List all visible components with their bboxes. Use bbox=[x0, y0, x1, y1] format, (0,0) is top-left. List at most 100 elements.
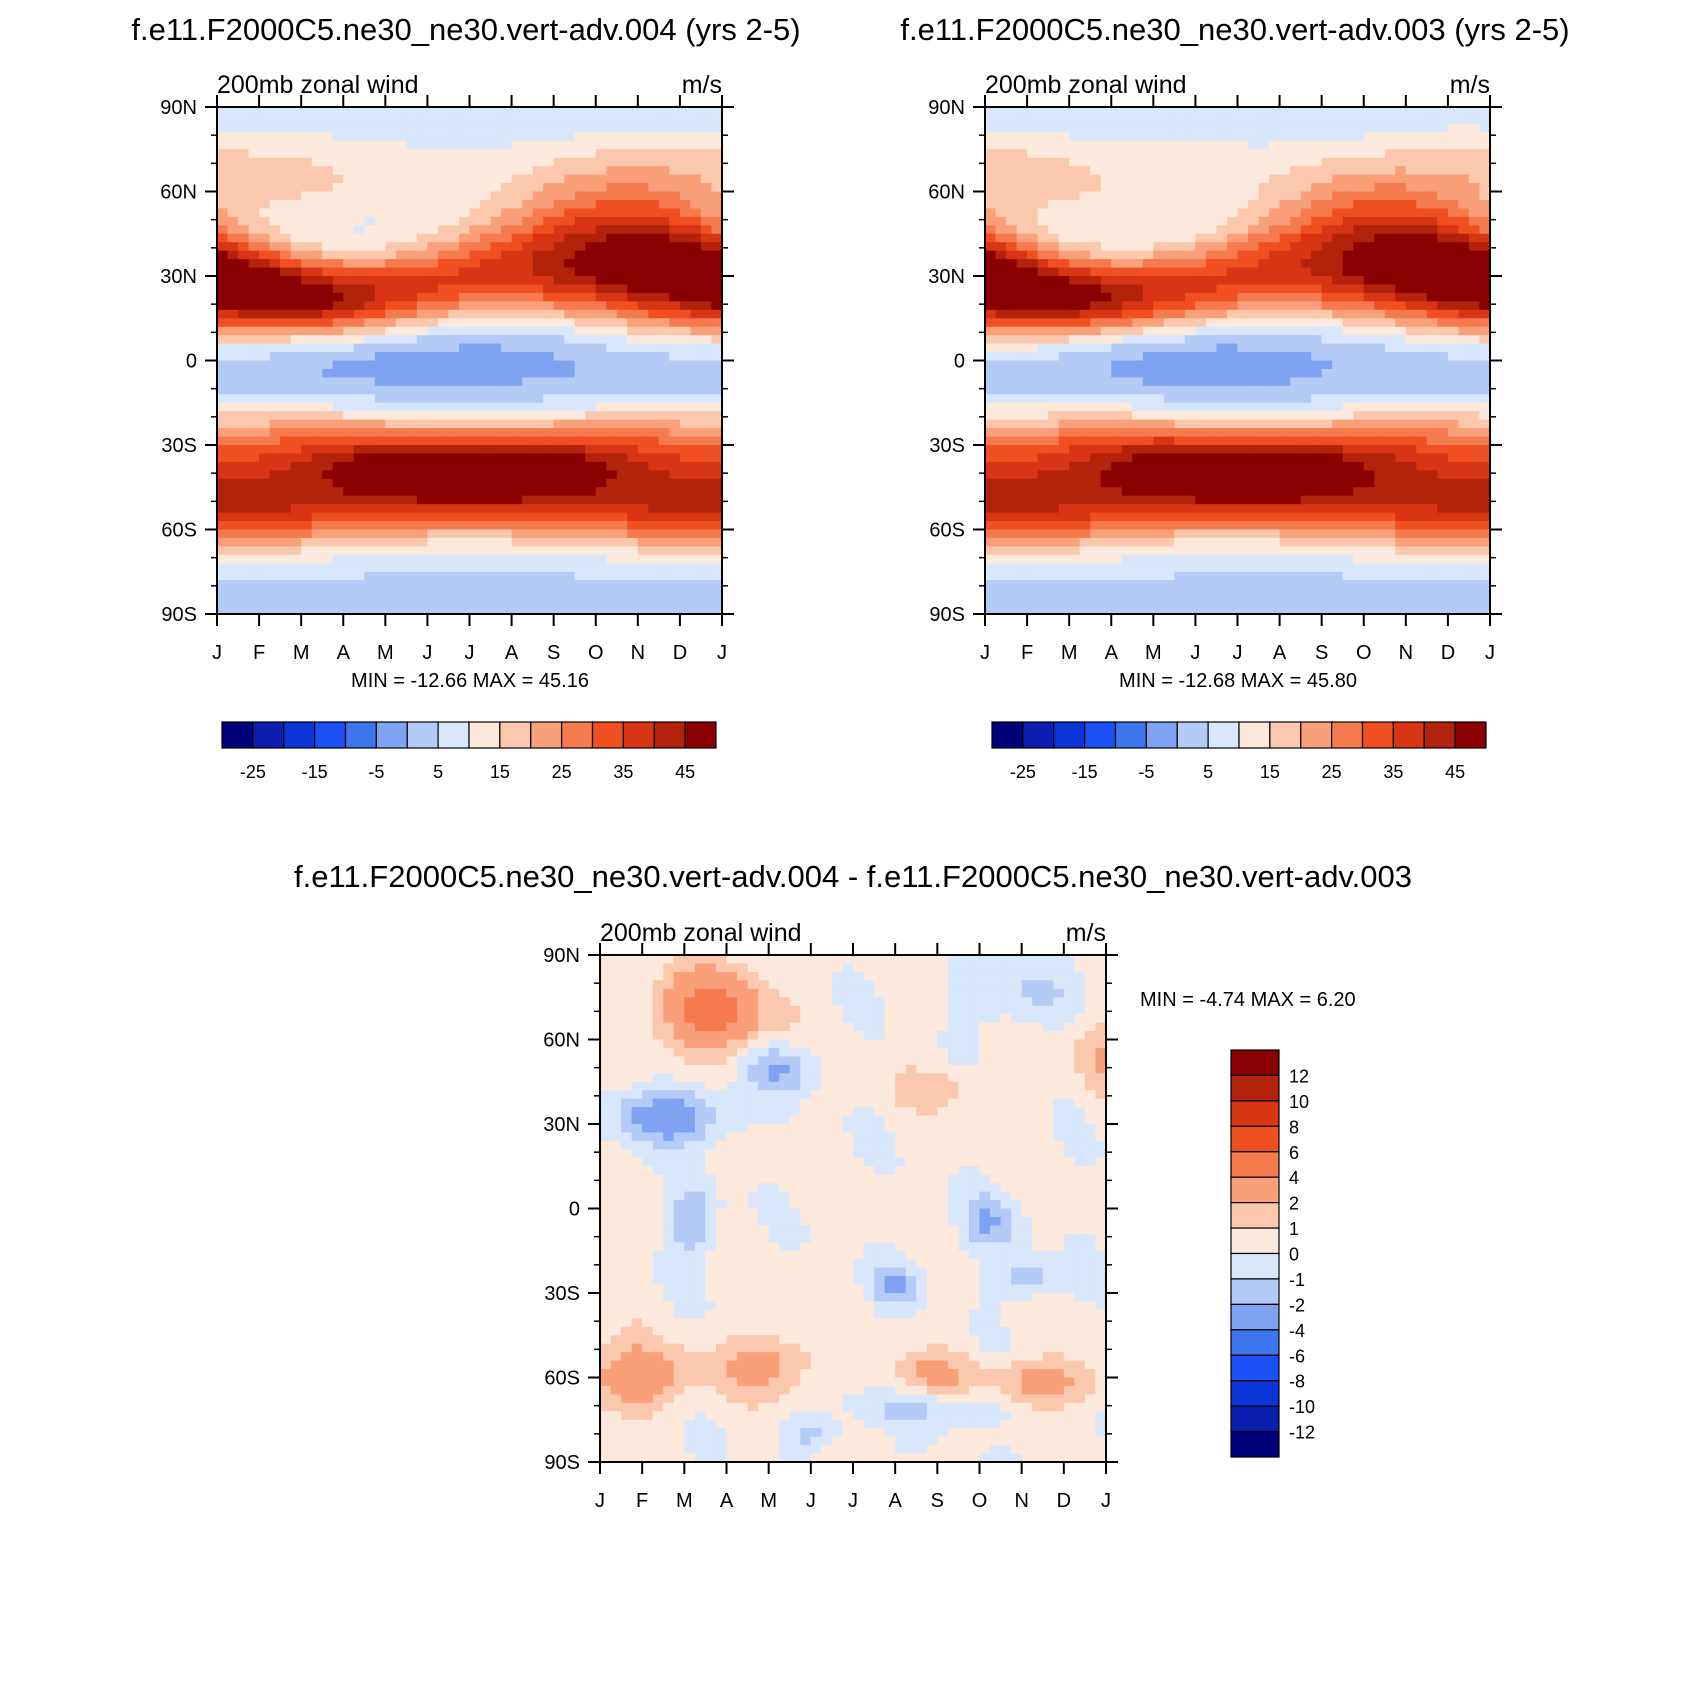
contour-cell bbox=[248, 554, 260, 564]
contour-cell bbox=[322, 419, 334, 429]
contour-cell bbox=[616, 140, 628, 150]
contour-cell bbox=[522, 487, 534, 497]
contour-cell bbox=[574, 461, 586, 471]
contour-cell bbox=[1100, 343, 1112, 353]
contour-cell bbox=[322, 377, 334, 387]
contour-cell bbox=[1079, 368, 1091, 378]
contour-cell bbox=[1048, 149, 1060, 159]
contour-cell bbox=[343, 504, 355, 514]
contour-cell bbox=[1205, 360, 1218, 370]
contour-cell bbox=[1153, 563, 1165, 573]
contour-cell bbox=[553, 149, 565, 159]
contour-cell bbox=[1153, 445, 1165, 455]
contour-cell bbox=[564, 284, 576, 294]
contour-cell bbox=[1153, 309, 1165, 319]
contour-cell bbox=[585, 529, 597, 539]
contour-cell bbox=[1195, 597, 1207, 607]
contour-cell bbox=[1121, 174, 1133, 184]
contour-cell bbox=[269, 107, 281, 117]
contour-cell bbox=[353, 487, 365, 497]
contour-cell bbox=[343, 588, 355, 598]
contour-cell bbox=[627, 588, 639, 598]
contour-cell bbox=[1006, 571, 1018, 581]
contour-cell bbox=[522, 276, 534, 286]
contour-cell bbox=[248, 580, 260, 590]
contour-cell bbox=[385, 377, 397, 387]
contour-cell bbox=[1163, 191, 1175, 201]
contour-cell bbox=[1248, 149, 1260, 159]
contour-cell bbox=[1100, 529, 1112, 539]
contour-cell bbox=[1321, 411, 1333, 421]
contour-cell bbox=[290, 521, 302, 531]
contour-cell bbox=[1100, 335, 1112, 345]
contour-cell bbox=[1237, 605, 1249, 615]
contour-cell bbox=[1195, 123, 1207, 133]
contour-cell bbox=[416, 588, 429, 598]
contour-cell bbox=[1300, 216, 1312, 226]
contour-cell bbox=[511, 461, 523, 471]
contour-cell bbox=[522, 216, 534, 226]
contour-cell bbox=[1016, 546, 1028, 556]
contour-cell bbox=[564, 292, 576, 302]
contour-cell bbox=[669, 478, 681, 488]
contour-cell bbox=[1321, 563, 1333, 573]
contour-cell bbox=[1311, 267, 1323, 277]
contour-cell bbox=[227, 385, 239, 395]
contour-cell bbox=[395, 208, 407, 218]
contour-cell bbox=[679, 419, 692, 429]
contour-cell bbox=[364, 529, 376, 539]
contour-cell bbox=[679, 394, 692, 404]
contour-cell bbox=[1290, 157, 1302, 167]
contour-cell bbox=[269, 352, 281, 362]
contour-cell bbox=[1142, 276, 1154, 286]
contour-cell bbox=[711, 191, 723, 201]
contour-cell bbox=[1226, 284, 1239, 294]
contour-cell bbox=[1121, 284, 1133, 294]
contour-cell bbox=[301, 191, 313, 201]
contour-cell bbox=[1258, 470, 1270, 480]
contour-cell bbox=[490, 537, 502, 547]
contour-cell bbox=[606, 478, 618, 488]
contour-cell bbox=[522, 394, 534, 404]
contour-cell bbox=[1174, 225, 1186, 235]
contour-cell bbox=[1163, 411, 1175, 421]
contour-cell bbox=[700, 521, 713, 531]
contour-cell bbox=[679, 377, 692, 387]
contour-cell bbox=[269, 242, 281, 252]
contour-cell bbox=[469, 419, 481, 429]
contour-cell bbox=[511, 563, 523, 573]
contour-cell bbox=[1111, 419, 1123, 429]
contour-cell bbox=[985, 385, 997, 395]
contour-cell bbox=[606, 250, 618, 260]
contour-cell bbox=[585, 123, 597, 133]
contour-cell bbox=[1090, 208, 1102, 218]
contour-cell bbox=[259, 368, 271, 378]
contour-cell bbox=[1132, 605, 1144, 615]
contour-cell bbox=[995, 343, 1007, 353]
contour-cell bbox=[1069, 107, 1081, 117]
contour-cell bbox=[1058, 183, 1070, 193]
contour-cell bbox=[458, 411, 471, 421]
contour-cell bbox=[217, 368, 229, 378]
contour-cell bbox=[1300, 571, 1312, 581]
contour-cell bbox=[280, 216, 292, 226]
contour-cell bbox=[427, 343, 439, 353]
contour-cell bbox=[238, 132, 250, 142]
contour-cell bbox=[1205, 301, 1218, 311]
contour-cell bbox=[311, 284, 323, 294]
contour-cell bbox=[669, 419, 681, 429]
contour-cell bbox=[1226, 157, 1239, 167]
contour-cell bbox=[1121, 428, 1133, 438]
contour-cell bbox=[322, 580, 334, 590]
contour-cell bbox=[1090, 419, 1102, 429]
contour-cell bbox=[669, 208, 681, 218]
contour-cell bbox=[301, 157, 313, 167]
contour-cell bbox=[1037, 512, 1049, 522]
contour-cell bbox=[437, 292, 450, 302]
contour-cell bbox=[469, 309, 481, 319]
contour-cell bbox=[511, 487, 523, 497]
contour-cell bbox=[1269, 301, 1281, 311]
contour-cell bbox=[490, 183, 502, 193]
contour-cell bbox=[1184, 470, 1197, 480]
contour-cell bbox=[364, 225, 376, 235]
